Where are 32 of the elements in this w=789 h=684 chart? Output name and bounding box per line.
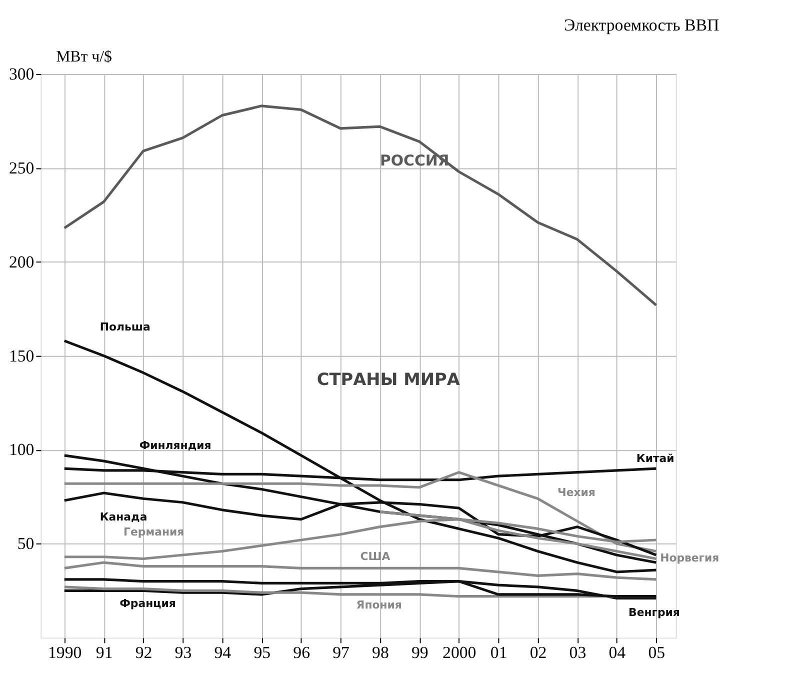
x-tick-label: 05 (648, 643, 666, 662)
y-tick-label: 300 (8, 64, 34, 84)
x-tick-label: 97 (332, 643, 350, 662)
x-tick-label: 94 (214, 643, 232, 662)
annotation: СТРАНЫ МИРА (316, 369, 460, 390)
series-label: Польша (100, 320, 150, 334)
x-tick-label: 93 (174, 643, 192, 662)
series-label: Венгрия (628, 606, 680, 620)
chart-title: Электроемкость ВВП (564, 15, 720, 34)
x-tick-label: 01 (490, 643, 508, 662)
y-tick-label: 150 (8, 346, 34, 366)
x-tick-label: 91 (96, 643, 113, 662)
x-tick-label: 1990 (48, 643, 82, 662)
series-label: Канада (100, 510, 148, 524)
x-tick-label: 92 (135, 643, 152, 662)
y-tick-label: 50 (17, 534, 34, 554)
y-axis-title: МВт ч/$ (56, 48, 112, 66)
series-label: Финляндия (139, 439, 212, 452)
series-label: Франция (120, 596, 176, 610)
x-tick-label: 98 (372, 643, 389, 662)
x-tick-label: 95 (254, 643, 271, 662)
x-tick-label: 2000 (442, 643, 476, 662)
x-tick-label: 96 (293, 643, 310, 662)
x-tick-label: 03 (569, 643, 586, 662)
series-label: Норвегия (660, 552, 720, 565)
y-tick-label: 250 (8, 158, 34, 178)
x-tick-label: 99 (411, 643, 428, 662)
x-tick-label: 02 (530, 643, 547, 662)
x-tick-label: 04 (608, 643, 626, 662)
y-tick-label: 200 (8, 252, 34, 272)
y-tick-label: 100 (8, 440, 34, 460)
series-label: Китай (636, 452, 674, 466)
